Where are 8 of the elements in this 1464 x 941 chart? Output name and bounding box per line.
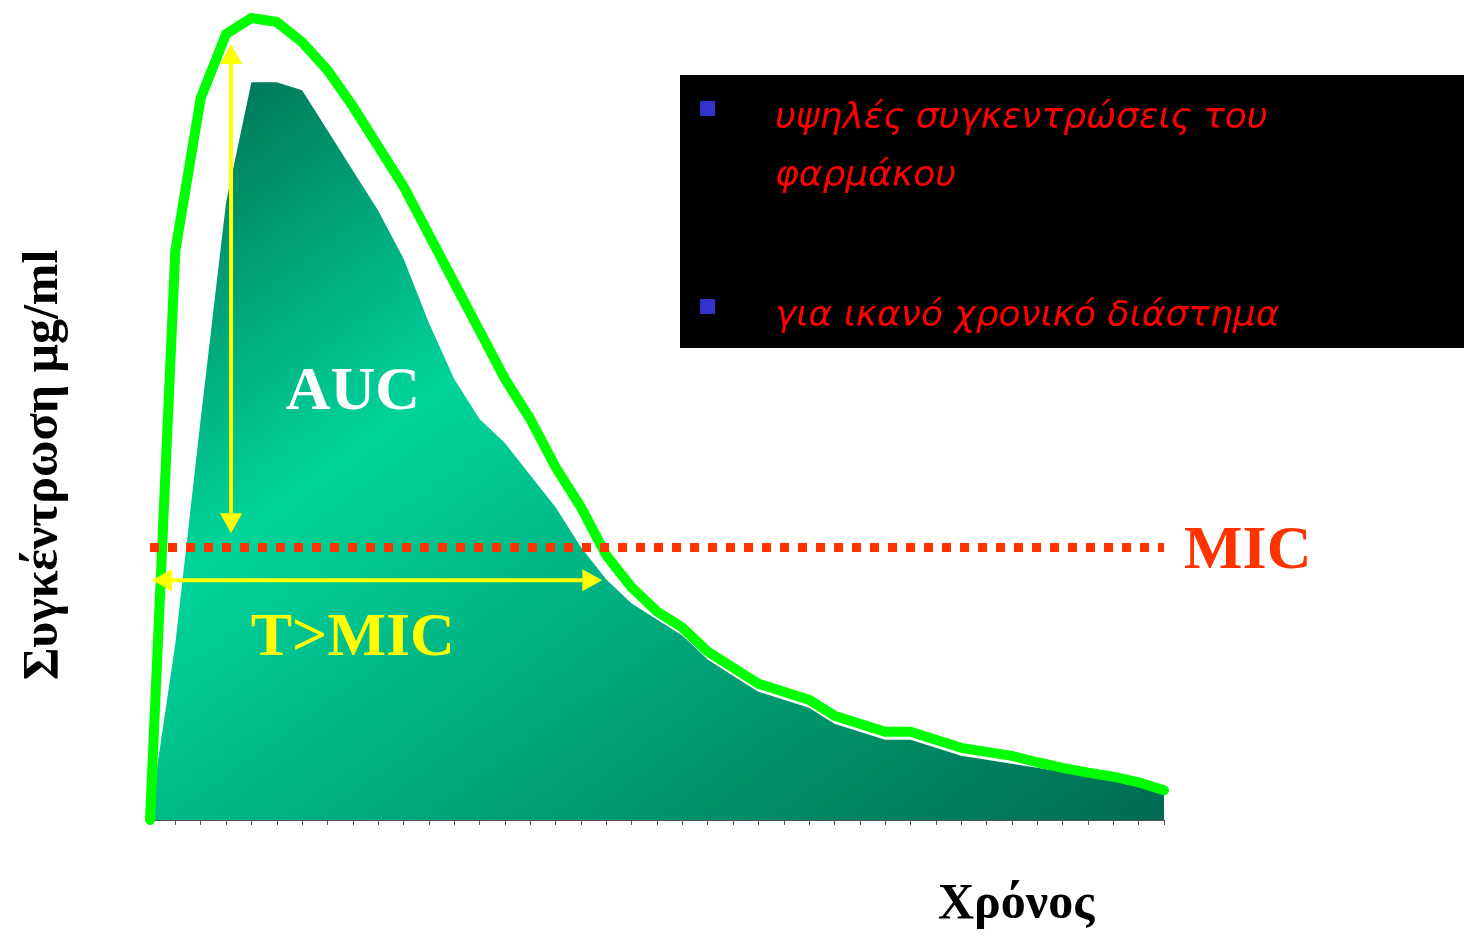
annotation: για ικανό χρονικό διάστημα [775, 292, 1281, 336]
annotation: υψηλές συγκεντρώσεις του φαρμάκου [775, 94, 1269, 196]
text-box: υψηλές συγκεντρώσεις του φαρμάκου για ικανό χρονικό διάστημα [680, 75, 1464, 348]
x-axis-title: Χρόνος [938, 872, 1095, 930]
annotation: AUC [285, 354, 420, 422]
annotation: T>MIC [250, 600, 455, 669]
y-axis-title: Συγκέντρωση μg/ml [11, 249, 69, 681]
ref-line-label: MIC [1184, 513, 1312, 582]
